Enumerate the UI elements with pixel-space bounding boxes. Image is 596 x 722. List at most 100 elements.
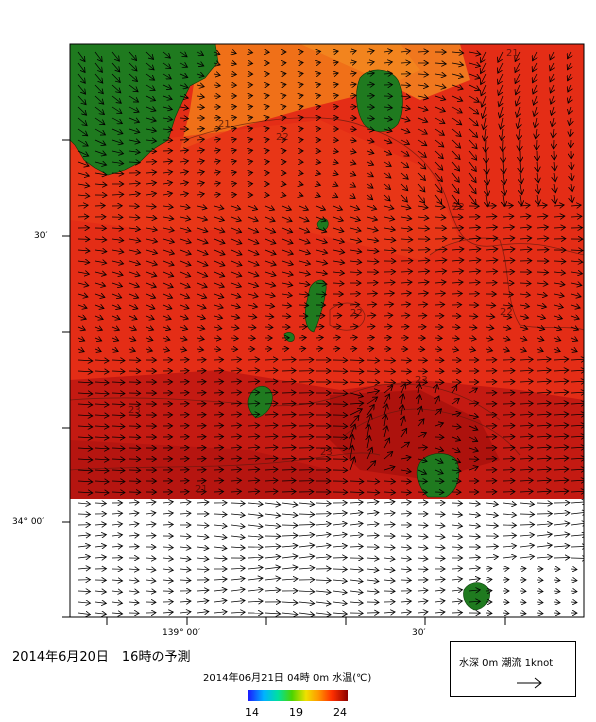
current-arrow (94, 173, 107, 175)
current-arrow (534, 106, 537, 116)
current-arrow (570, 502, 584, 503)
current-arrow (536, 205, 547, 206)
current-arrow (349, 337, 357, 338)
current-arrow (570, 392, 584, 393)
current-arrow (94, 349, 101, 352)
current-arrow (281, 250, 293, 254)
current-arrow (213, 194, 220, 195)
current-arrow (247, 503, 263, 504)
current-arrow (502, 316, 512, 318)
current-arrow (502, 249, 515, 250)
current-arrow (568, 62, 572, 70)
current-arrow (179, 150, 189, 151)
current-arrow (281, 481, 296, 482)
current-arrow (213, 63, 220, 65)
current-arrow (231, 161, 236, 162)
current-arrow (519, 370, 533, 371)
current-arrow (434, 601, 445, 602)
current-arrow (299, 129, 303, 130)
current-arrow (519, 436, 533, 437)
current-arrow (571, 194, 572, 203)
current-arrow (349, 382, 364, 383)
current-arrow (503, 161, 504, 173)
island-south (416, 453, 459, 498)
current-arrow (349, 315, 359, 316)
current-arrow (417, 217, 429, 218)
current-arrow (213, 600, 227, 602)
current-arrow (434, 349, 442, 350)
current-arrow (281, 525, 298, 526)
current-arrow (247, 206, 258, 210)
current-arrow (298, 503, 315, 505)
current-arrow (417, 172, 425, 181)
current-arrow (333, 62, 338, 63)
current-arrow (264, 370, 278, 371)
current-arrow (400, 428, 407, 438)
current-arrow (128, 73, 138, 82)
current-arrow (553, 436, 569, 437)
current-arrow (383, 239, 396, 240)
current-arrow (213, 161, 220, 162)
current-arrow (468, 249, 481, 250)
current-arrow (298, 338, 306, 339)
current-arrow (111, 437, 125, 438)
current-arrow (503, 172, 505, 184)
current-arrow (213, 448, 224, 449)
current-arrow (349, 151, 356, 153)
current-arrow (400, 558, 411, 559)
current-arrow (145, 107, 156, 111)
current-arrow (400, 96, 411, 97)
current-arrow (535, 117, 537, 128)
current-arrow (213, 85, 220, 86)
current-arrow (162, 250, 174, 254)
current-arrow (468, 426, 478, 430)
current-arrow (230, 294, 241, 297)
current-arrow (400, 271, 413, 272)
current-arrow (94, 250, 107, 252)
current-arrow (94, 503, 106, 504)
current-arrow (570, 359, 584, 360)
current-arrow (332, 613, 347, 614)
current-arrow (571, 161, 572, 170)
current-arrow (451, 206, 462, 207)
current-arrow (451, 249, 464, 250)
current-arrow (451, 183, 459, 194)
current-arrow (179, 601, 191, 602)
current-arrow (417, 304, 428, 305)
current-arrow (468, 327, 477, 328)
current-arrow (282, 117, 286, 118)
current-arrow (230, 547, 245, 548)
current-arrow (434, 85, 446, 88)
current-arrow (298, 250, 310, 254)
current-arrow (265, 128, 269, 129)
current-arrow (315, 261, 328, 264)
current-arrow (553, 272, 566, 273)
current-arrow (434, 423, 444, 426)
current-arrow (536, 403, 551, 404)
current-arrow (94, 327, 102, 330)
current-arrow (384, 404, 387, 416)
current-arrow (298, 613, 315, 615)
current-arrow (281, 261, 293, 265)
current-arrow (367, 436, 370, 449)
current-arrow (316, 84, 321, 85)
current-arrow (299, 184, 303, 185)
current-arrow (417, 85, 428, 87)
current-arrow (316, 117, 321, 118)
current-arrow (502, 613, 509, 614)
current-arrow (349, 349, 357, 350)
current-arrow (451, 338, 459, 339)
current-arrow (568, 84, 571, 92)
current-legend-box: 水深 0m 潮流 1knot (450, 641, 576, 697)
current-arrow (417, 150, 426, 157)
current-arrow (468, 568, 480, 569)
current-arrow (196, 172, 204, 173)
current-arrow (196, 107, 204, 108)
current-arrow (349, 580, 363, 582)
current-arrow (417, 139, 427, 146)
current-arrow (264, 272, 276, 276)
current-arrow (111, 404, 125, 405)
current-arrow (265, 150, 269, 151)
current-arrow (520, 172, 521, 184)
current-arrow (247, 436, 260, 437)
